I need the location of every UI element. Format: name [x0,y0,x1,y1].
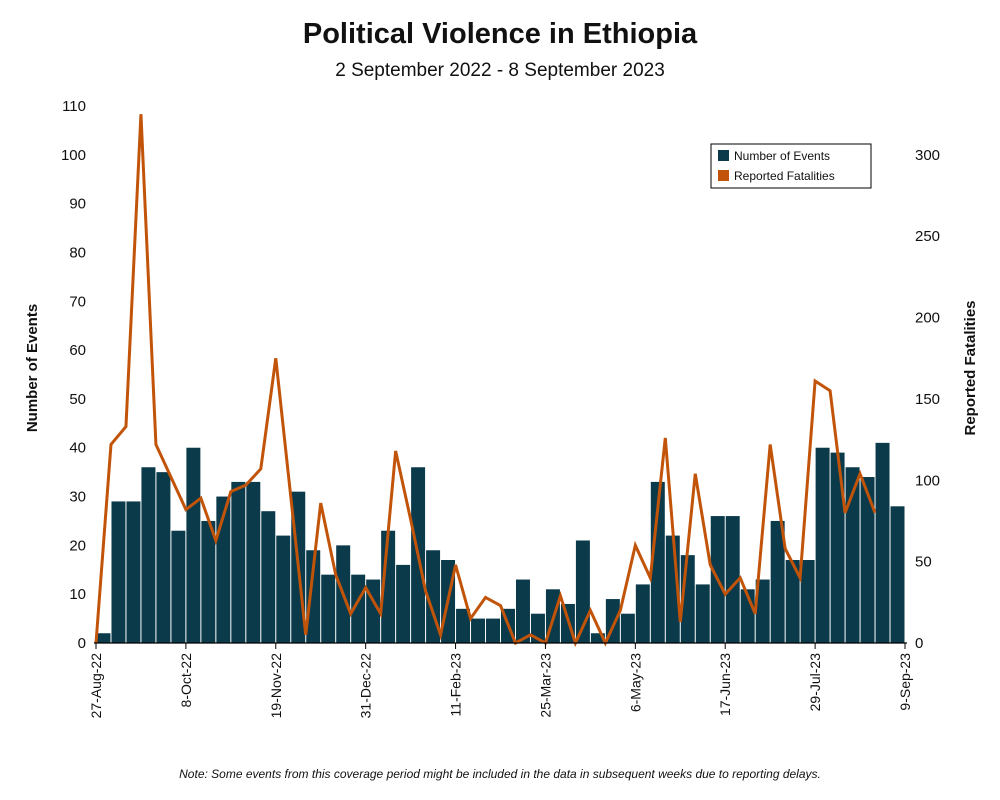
y-tick-label: 50 [69,391,86,408]
event-bar [96,633,111,643]
x-tick-label: 31-Dec-22 [358,653,374,719]
chart-legend: Number of Events Reported Fatalities [710,143,872,189]
x-tick-label: 27-Aug-22 [88,653,104,719]
y-tick-label: 110 [62,98,86,115]
event-bar [845,467,860,643]
event-bar [321,574,336,643]
event-bar [396,564,411,643]
y2-tick-label: 250 [915,228,940,245]
chart-title: Political Violence in Ethiopia [302,18,698,50]
y2-tick-label: 50 [915,554,932,571]
event-bar [785,560,800,643]
y-tick-label: 100 [61,147,86,164]
chart-axes: 0 10 20 30 40 50 60 70 80 90 100 110 0 50 100 150 200 250… [61,98,940,718]
event-bar [635,584,650,643]
y-tick-label: 30 [69,489,86,506]
event-bar [231,481,246,643]
event-bar [261,511,276,643]
x-tick-label: 17-Jun-23 [717,653,733,716]
event-bar [770,520,785,643]
event-bar [590,633,605,643]
event-bar [246,481,261,643]
x-tick-label: 9-Sep-23 [897,653,913,711]
y2-axis-label: Reported Fatalities [962,300,979,435]
event-bar [815,447,830,643]
y2-tick-label: 0 [915,635,923,652]
y-axis-label: Number of Events [24,304,41,432]
event-bar [486,618,500,643]
y-tick-label: 60 [69,342,86,359]
x-tick-label: 29-Jul-23 [807,653,823,712]
event-bar [276,535,291,643]
event-bar [830,452,845,643]
y-tick-label: 40 [69,440,86,457]
legend-box [710,143,872,189]
y-tick-label: 20 [69,537,86,554]
x-tick-label: 8-Oct-22 [178,653,194,708]
event-bar [186,447,201,643]
event-bar [890,506,905,643]
x-tick-label: 6-May-23 [627,653,643,712]
y2-tick-label: 100 [915,472,940,489]
event-bar [126,501,141,643]
event-bar [306,550,321,643]
y-tick-label: 90 [69,196,86,213]
fatalities-line-layer [94,114,877,648]
event-bar [755,579,770,643]
event-bar [800,560,815,643]
x-tick-label: 19-Nov-22 [268,653,284,719]
x-tick-label: 11-Feb-23 [448,653,464,717]
event-bar [515,579,530,643]
y-tick-label: 80 [69,244,86,261]
event-bar [201,520,216,643]
event-bar [695,584,710,643]
event-bar [171,530,186,643]
event-bar [725,516,740,643]
event-bar [111,501,126,643]
chart-subtitle: 2 September 2022 - 8 September 2023 [335,60,665,81]
event-bar [620,613,635,643]
legend-swatch-events [718,150,729,161]
y-tick-label: 0 [78,635,86,652]
x-tick-label: 25-Mar-23 [537,653,553,718]
y2-tick-label: 150 [915,391,940,408]
legend-label-fatalities: Reported Fatalities [734,169,835,183]
legend-swatch-fatalities [718,170,729,181]
event-bar [216,496,231,643]
fatalities-line [94,114,877,648]
y2-tick-label: 300 [915,147,940,164]
event-bar [456,608,471,643]
legend-label-events: Number of Events [734,149,830,163]
event-bar [860,477,875,643]
event-bar [156,472,171,643]
event-bar [471,618,486,643]
event-bar [875,442,890,643]
event-bar [650,481,665,643]
y-tick-label: 10 [69,586,86,603]
event-bar [141,467,156,643]
footnote: Note: Some events from this coverage per… [179,767,821,781]
y-tick-label: 70 [69,293,86,310]
y2-tick-label: 200 [915,310,940,327]
